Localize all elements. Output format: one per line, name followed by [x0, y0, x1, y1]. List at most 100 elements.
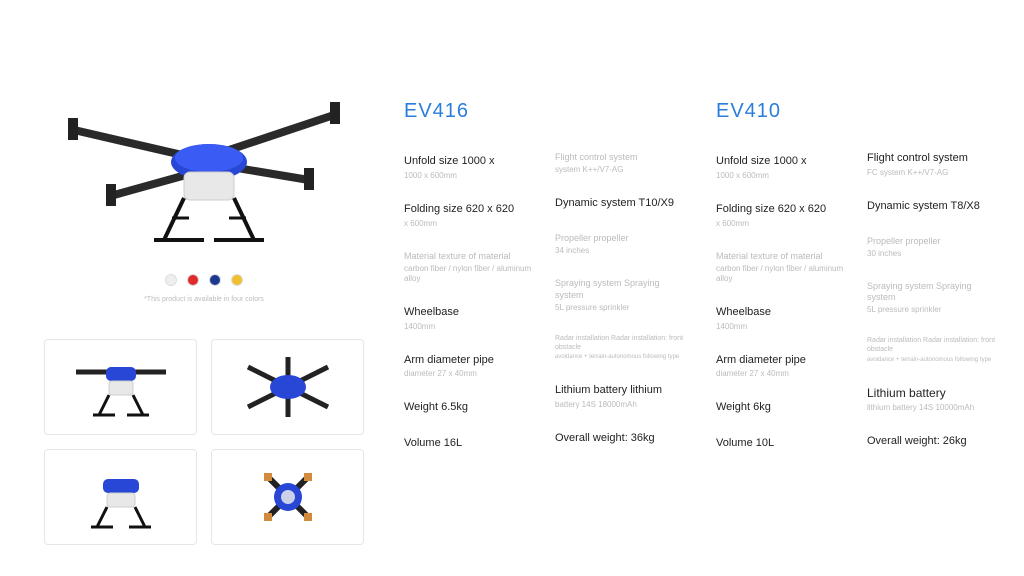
swatch-white[interactable]: [165, 274, 177, 286]
thumbnail-2[interactable]: [211, 339, 364, 435]
spec-item: Dynamic system T10/X9: [555, 197, 688, 211]
spec-item: Arm diameter pipediameter 27 x 40mm: [404, 354, 537, 380]
spec-item: Flight control system system K++/V7-AG: [555, 152, 688, 175]
ev410-col1: EV410 Unfold size 1000 x1000 x 600mm Fol…: [716, 100, 849, 556]
spec-item: Overall weight: 36kg: [555, 432, 688, 446]
spec-item: Folding size 620 x 620 x 600mm: [404, 203, 537, 229]
ev416-col2: Flight control system system K++/V7-AG Dy…: [555, 100, 688, 556]
spec-value: carbon fiber / nylon fiber / aluminum al…: [404, 264, 537, 284]
spec-item: Volume 10L: [716, 437, 849, 451]
hero-image: [54, 80, 354, 260]
spec-item: Weight 6kg: [716, 401, 849, 415]
thumbnail-3[interactable]: [44, 449, 197, 545]
thumbnail-grid: [44, 339, 364, 545]
spec-item: Radar installation Radar installation: f…: [555, 335, 688, 362]
spec-label: Volume 10L: [716, 437, 849, 451]
ev416-col1: EV416 Unfold size 1000 x 1000 x 600mm Fol…: [404, 100, 537, 556]
spec-label: Lithium battery: [867, 386, 1000, 401]
spec-value: lithium battery 14S 10000mAh: [867, 403, 1000, 413]
ev410-col2: Flight control system FC system K++/V7-AG…: [867, 100, 1000, 556]
spec-label: Wheelbase: [404, 306, 537, 320]
spec-label: Flight control system: [555, 152, 688, 163]
spec-label: Folding size 620 x 620: [716, 203, 849, 217]
spec-value: 1000 x 600mm: [716, 171, 849, 181]
spec-item: Material texture of material carbon fiber…: [404, 251, 537, 284]
spec-label: Spraying system Spraying system: [555, 278, 688, 301]
spec-value: diameter 27 x 40mm: [404, 369, 537, 379]
spec-value: 1000 x 600mm: [404, 171, 537, 181]
spec-item: Material texture of material carbon fiber…: [716, 251, 849, 284]
spec-label: Unfold size 1000 x: [404, 155, 537, 169]
drone-thumb-folded-svg: [228, 457, 348, 537]
drone-thumb-front-svg: [61, 347, 181, 427]
spec-item: Flight control system FC system K++/V7-AG: [867, 152, 1000, 178]
spec-value: x 600mm: [404, 219, 537, 229]
spec-item: Lithium battery lithiumbattery 14S 18000…: [555, 384, 688, 410]
spec-label: Weight 6.5kg: [404, 401, 537, 415]
spec-label: Material texture of material: [716, 251, 849, 262]
spec-value: FC system K++/V7-AG: [867, 168, 1000, 178]
spec-value: system K++/V7-AG: [555, 165, 688, 175]
spec-label: Radar installation Radar installation: f…: [555, 335, 688, 353]
page: *This product is available in four color…: [0, 0, 1024, 576]
spec-item: Propeller propeller 34 inches: [555, 233, 688, 256]
swatch-red[interactable]: [187, 274, 199, 286]
spec-value: 1400mm: [716, 322, 849, 332]
thumbnail-1[interactable]: [44, 339, 197, 435]
spec-item: Unfold size 1000 x1000 x 600mm: [716, 155, 849, 181]
spec-value: avoidance + terrain-autonomous following…: [867, 357, 1000, 365]
spec-item: Dynamic system T8/X8: [867, 200, 1000, 214]
spec-value: battery 14S 18000mAh: [555, 400, 688, 410]
model-ev416: EV416 Unfold size 1000 x 1000 x 600mm Fol…: [404, 100, 688, 556]
spec-item: Lithium battery lithium battery 14S 10000…: [867, 386, 1000, 413]
spec-item: Arm diameter pipediameter 27 x 40mm: [716, 354, 849, 380]
spec-label: Arm diameter pipe: [716, 354, 849, 368]
drone-thumb-top-svg: [228, 347, 348, 427]
spec-label: Spraying system Spraying system: [867, 281, 1000, 304]
spec-label: Radar installation Radar installation: f…: [867, 337, 1000, 355]
spec-label: Propeller propeller: [555, 233, 688, 244]
spec-label: Wheelbase: [716, 306, 849, 320]
availability-note: *This product is available in four color…: [144, 296, 264, 303]
spec-value: diameter 27 x 40mm: [716, 369, 849, 379]
spec-value: 1400mm: [404, 322, 537, 332]
spec-value: 5L pressure sprinkler: [867, 305, 1000, 315]
spec-label: Folding size 620 x 620: [404, 203, 537, 217]
swatch-yellow[interactable]: [231, 274, 243, 286]
swatch-blue[interactable]: [209, 274, 221, 286]
spec-item: Weight 6.5kg: [404, 401, 537, 415]
gallery-column: *This product is available in four color…: [24, 20, 384, 556]
spec-item: Volume 16L: [404, 437, 537, 451]
model-title-ev410: EV410: [716, 100, 849, 123]
spec-item: Spraying system Spraying system 5L pressu…: [555, 278, 688, 313]
thumbnail-4[interactable]: [211, 449, 364, 545]
spec-label: Weight 6kg: [716, 401, 849, 415]
spec-label: Propeller propeller: [867, 236, 1000, 247]
spec-value: 30 inches: [867, 249, 1000, 259]
spec-label: Volume 16L: [404, 437, 537, 451]
spacer: [867, 100, 1000, 130]
spec-label: Arm diameter pipe: [404, 354, 537, 368]
spec-label: Overall weight: 36kg: [555, 432, 688, 446]
color-swatches: [165, 274, 243, 286]
spec-item: Wheelbase 1400mm: [716, 306, 849, 332]
spec-item: Unfold size 1000 x 1000 x 600mm: [404, 155, 537, 181]
spacer: [555, 100, 688, 130]
drone-hero-svg: [54, 80, 354, 260]
spec-label: Dynamic system T8/X8: [867, 200, 1000, 214]
spec-item: Radar installation Radar installation: f…: [867, 337, 1000, 364]
specs-area: EV416 Unfold size 1000 x 1000 x 600mm Fol…: [384, 20, 1000, 556]
spec-item: Propeller propeller 30 inches: [867, 236, 1000, 259]
spec-value: avoidance + terrain-autonomous following…: [555, 354, 688, 362]
spec-value: x 600mm: [716, 219, 849, 229]
spec-value: 5L pressure sprinkler: [555, 303, 688, 313]
spec-item: Spraying system Spraying system5L pressu…: [867, 281, 1000, 316]
drone-thumb-side-svg: [61, 457, 181, 537]
model-title-ev416: EV416: [404, 100, 537, 123]
model-ev410: EV410 Unfold size 1000 x1000 x 600mm Fol…: [716, 100, 1000, 556]
spec-value: carbon fiber / nylon fiber / aluminum al…: [716, 264, 849, 284]
spec-label: Dynamic system T10/X9: [555, 197, 688, 211]
spec-label: Material texture of material: [404, 251, 537, 262]
spec-value: 34 inches: [555, 246, 688, 256]
spec-label: Flight control system: [867, 152, 1000, 166]
